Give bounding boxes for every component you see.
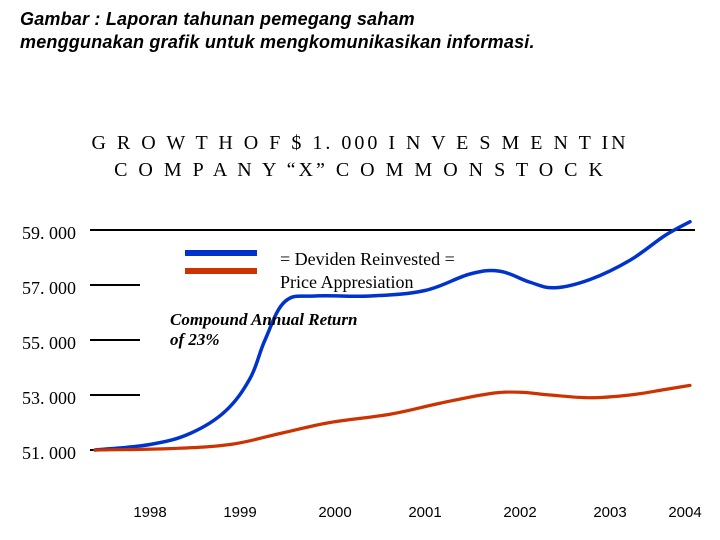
legend-swatches <box>185 246 265 280</box>
y-axis-labels: 59. 00057. 00055. 00053. 00051. 000 <box>22 224 76 499</box>
x-tick-label: 1999 <box>223 504 256 521</box>
x-tick-label: 2003 <box>593 504 626 521</box>
x-tick-label: 2001 <box>408 504 441 521</box>
legend-swatch <box>185 268 257 274</box>
x-tick-label: 2000 <box>318 504 351 521</box>
figure-caption: Gambar : Laporan tahunan pemegang saham … <box>20 8 700 53</box>
chart-title: G R O W T H O F $ 1. 000 I N V E S M E N… <box>0 130 720 184</box>
y-tick-label: 53. 000 <box>22 389 76 444</box>
y-tick-label: 55. 000 <box>22 334 76 389</box>
x-tick-label: 2002 <box>503 504 536 521</box>
y-tick-label: 59. 000 <box>22 224 76 279</box>
annotation-line-2: of 23% <box>170 330 400 350</box>
caption-line-2: menggunakan grafik untuk mengkomunikasik… <box>20 31 700 54</box>
y-tick-label: 51. 000 <box>22 444 76 499</box>
legend-line-2: Price Appresiation <box>280 271 455 294</box>
chart-title-line-2: C O M P A N Y “X” C O M M O N S T O C K <box>0 157 720 184</box>
x-tick-label: 1998 <box>133 504 166 521</box>
y-tick-label: 57. 000 <box>22 279 76 334</box>
caption-line-1: Gambar : Laporan tahunan pemegang saham <box>20 8 700 31</box>
x-tick-label: 2004 <box>668 504 701 521</box>
annotation: Compound Annual Return of 23% <box>170 310 400 351</box>
legend-text: = Deviden Reinvested = Price Appresiatio… <box>280 248 455 293</box>
annotation-line-1: Compound Annual Return <box>170 310 400 330</box>
legend-line-1: = Deviden Reinvested = <box>280 248 455 271</box>
legend-swatch <box>185 250 257 256</box>
chart-title-line-1: G R O W T H O F $ 1. 000 I N V E S M E N… <box>0 130 720 157</box>
series-line <box>95 385 690 450</box>
